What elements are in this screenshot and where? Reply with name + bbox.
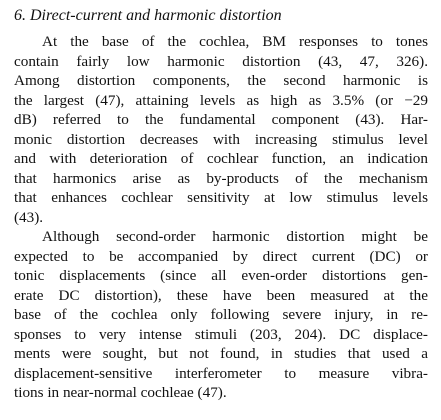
paragraph-line: At the base of the cochlea, BM responses… xyxy=(42,33,428,50)
paragraph-line: (43). xyxy=(14,208,44,226)
paragraph-line: expected to be accompanied by direct cur… xyxy=(14,247,428,265)
section-heading: 6. Direct-current and harmonic distortio… xyxy=(14,7,282,24)
paragraph-line: sponses to very intense stimuli (203, 20… xyxy=(14,325,428,343)
paragraph-line: tions in near-normal cochleae (47). xyxy=(14,384,227,401)
article-page: 6. Direct-current and harmonic distortio… xyxy=(14,6,428,403)
paragraph-line: Although second-order harmonic distortio… xyxy=(42,228,428,245)
paragraph-2: Although second-order harmonic distortio… xyxy=(14,227,428,403)
paragraph-line: that harmonics arise as by-products of t… xyxy=(14,169,428,187)
paragraph-line: monic distortion decreases with increasi… xyxy=(14,130,428,148)
paragraph-line: base of the cochlea only following sever… xyxy=(14,306,428,323)
paragraph-line: erate DC distortion), these have been me… xyxy=(14,286,428,304)
paragraph-1: At the base of the cochlea, BM responses… xyxy=(14,32,428,227)
paragraph-line: dB) referred to the fundamental componen… xyxy=(14,111,428,128)
paragraph-line: ments were sought, but not found, in stu… xyxy=(14,345,428,362)
paragraph-line: and with deterioration of cochlear funct… xyxy=(14,150,428,167)
paragraph-line: displacement-sensitive interferometer to… xyxy=(14,364,428,382)
paragraph-line: tonic displacements (since all even-orde… xyxy=(14,267,428,284)
paragraph-line: Among distortion components, the second … xyxy=(14,72,428,89)
paragraph-line: the largest (47), attaining levels as hi… xyxy=(14,91,428,109)
paragraph-line: that enhances cochlear sensitivity at lo… xyxy=(14,189,428,206)
paragraph-line: contain fairly low harmonic distortion (… xyxy=(14,52,428,70)
